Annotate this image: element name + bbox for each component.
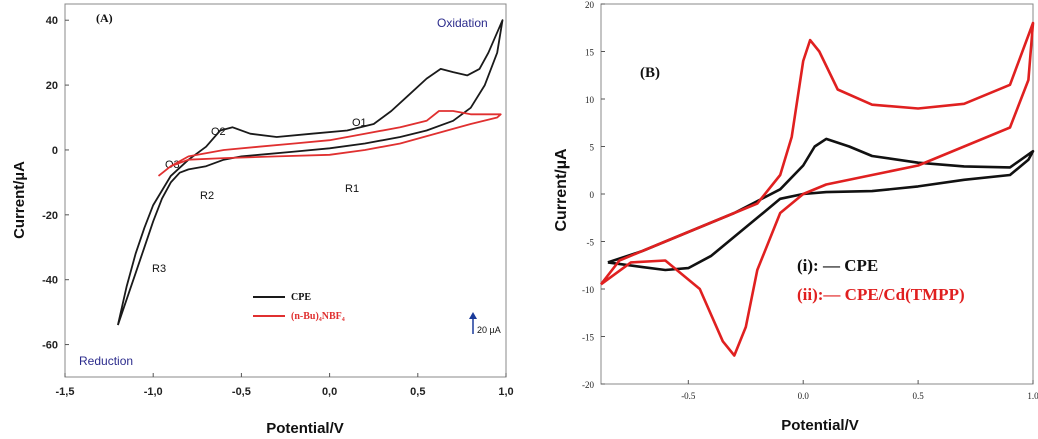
x-tick-label: 0.5 [912, 391, 924, 401]
x-tick-label: 0,5 [410, 386, 425, 398]
x-tick-label: 0.0 [798, 391, 810, 401]
panel-a: (A) Oxidation Reduction O1 O2 O3 R1 R2 R… [11, 3, 514, 437]
scale-bar-arrowhead-icon [469, 312, 477, 319]
legend-label-i: (i): — CPE [797, 256, 878, 275]
panel-b-legend: (i): — CPE (ii):— CPE/Cd(TMPP) [797, 256, 965, 304]
panel-b-series [599, 21, 1035, 357]
panel-a-xlabel: Potential/V [266, 420, 344, 437]
x-tick-label: -1,0 [144, 386, 163, 398]
annotation-r2: R2 [200, 190, 214, 202]
panel-b-ylabel: Current/µA [553, 148, 570, 231]
panel-a-ylabel: Current/µA [11, 161, 28, 239]
y-tick-label: 0 [590, 190, 595, 200]
y-tick-label: 10 [585, 95, 595, 105]
x-tick-label: 1.0 [1027, 391, 1038, 401]
x-tick-label: 0,0 [322, 386, 337, 398]
legend-label-ii: (ii):— CPE/Cd(TMPP) [797, 285, 965, 304]
x-tick-label: -0,5 [232, 386, 251, 398]
series-line-2 [599, 21, 1035, 357]
series-line-1 [117, 19, 504, 326]
x-tick-label: -1,5 [56, 386, 75, 398]
y-tick-label: -40 [42, 275, 58, 287]
y-tick-label: -5 [587, 238, 595, 248]
series-line-1 [607, 137, 1035, 272]
annotation-r3: R3 [152, 263, 166, 275]
y-tick-label: 20 [585, 0, 595, 10]
panel-a-label: (A) [96, 11, 113, 25]
y-tick-label: -20 [582, 380, 594, 390]
panel-a-legend: CPE (n-Bu)₄NBF₄ [253, 292, 345, 322]
panel-a-frame [64, 3, 507, 378]
scale-bar-label: 20 µA [477, 325, 501, 335]
y-tick-label: -60 [42, 340, 58, 352]
panel-b: (B) Potential/V Current/µA (i): — CPE (i… [553, 0, 1038, 434]
y-tick-label: 0 [52, 145, 58, 157]
y-tick-label: -10 [582, 285, 594, 295]
x-tick-label: -0.5 [681, 391, 696, 401]
y-tick-label: 5 [590, 143, 595, 153]
panel-b-ticks: -0.5 0.0 0.5 1.0 20 15 10 5 0 -5 -10 -15 -20 [582, 0, 1038, 401]
annotation-r1: R1 [345, 183, 359, 195]
panel-a-series [117, 19, 504, 326]
y-tick-label: 20 [46, 80, 58, 92]
x-tick-label: 1,0 [498, 386, 513, 398]
panel-b-label: (B) [640, 65, 660, 81]
legend-label-electrolyte: (n-Bu)₄NBF₄ [291, 311, 345, 322]
legend-label-cpe: CPE [291, 292, 311, 303]
y-tick-label: 40 [46, 15, 58, 27]
series-line-2 [157, 110, 502, 177]
annotation-oxidation: Oxidation [437, 16, 488, 30]
scale-bar: 20 µA [469, 312, 501, 335]
y-tick-label: -20 [42, 210, 58, 222]
panel-b-xlabel: Potential/V [781, 417, 859, 434]
y-tick-label: 15 [585, 48, 595, 58]
y-tick-label: -15 [582, 333, 594, 343]
annotation-reduction: Reduction [79, 354, 133, 368]
panel-a-ticks: -1,5 -1,0 -0,5 0,0 0,5 1,0 40 20 0 -20 -40 -60 [42, 15, 514, 398]
